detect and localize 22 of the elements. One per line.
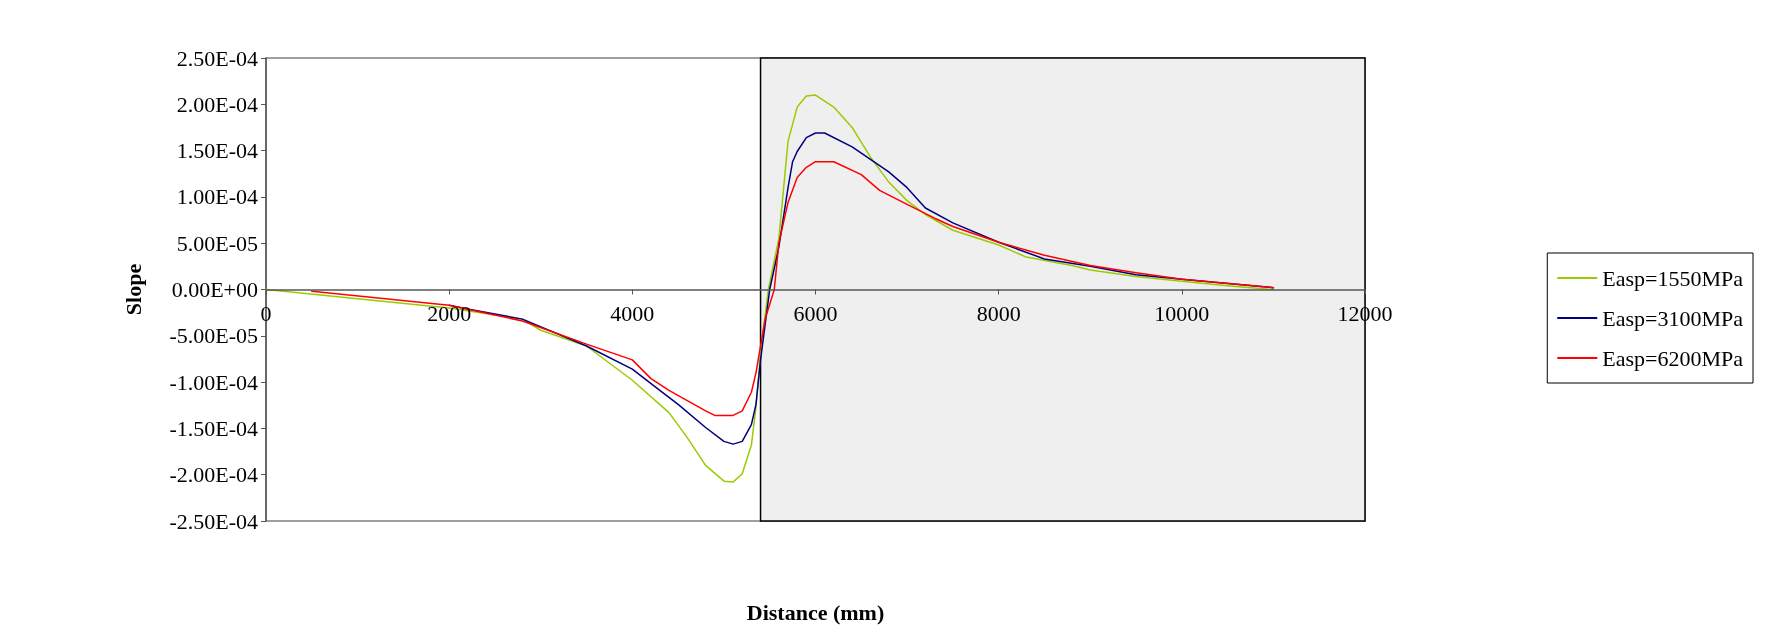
x-tick-label: 6000 (793, 300, 838, 326)
x-axis-title: Distance (mm) (746, 599, 885, 625)
legend-label: Easp=1550MPa (1602, 265, 1744, 291)
y-tick-label: 2.50E-04 (176, 45, 258, 71)
x-tick-label: 10000 (1154, 300, 1210, 326)
y-tick-label: 1.00E-04 (176, 184, 258, 210)
y-tick-label: 2.00E-04 (176, 91, 258, 117)
y-tick-label: -5.00E-05 (169, 323, 258, 349)
x-tick-label: 4000 (610, 300, 655, 326)
x-tick-label: 2000 (427, 300, 472, 326)
legend-label: Easp=3100MPa (1602, 305, 1744, 331)
y-tick-label: -2.50E-04 (169, 508, 258, 534)
y-tick-label: 0.00E+00 (171, 277, 258, 302)
y-tick-label: 1.50E-04 (176, 138, 258, 164)
y-axis-title: Slope (120, 263, 146, 316)
y-tick-label: 5.00E-05 (176, 230, 258, 256)
y-tick-label: -1.00E-04 (169, 369, 258, 395)
line-series (311, 160, 1275, 417)
legend-label: Easp=6200MPa (1602, 345, 1744, 371)
y-tick-label: -1.50E-04 (169, 415, 258, 441)
x-tick-label: 8000 (976, 300, 1021, 326)
y-tick-label: -2.00E-04 (169, 462, 258, 488)
